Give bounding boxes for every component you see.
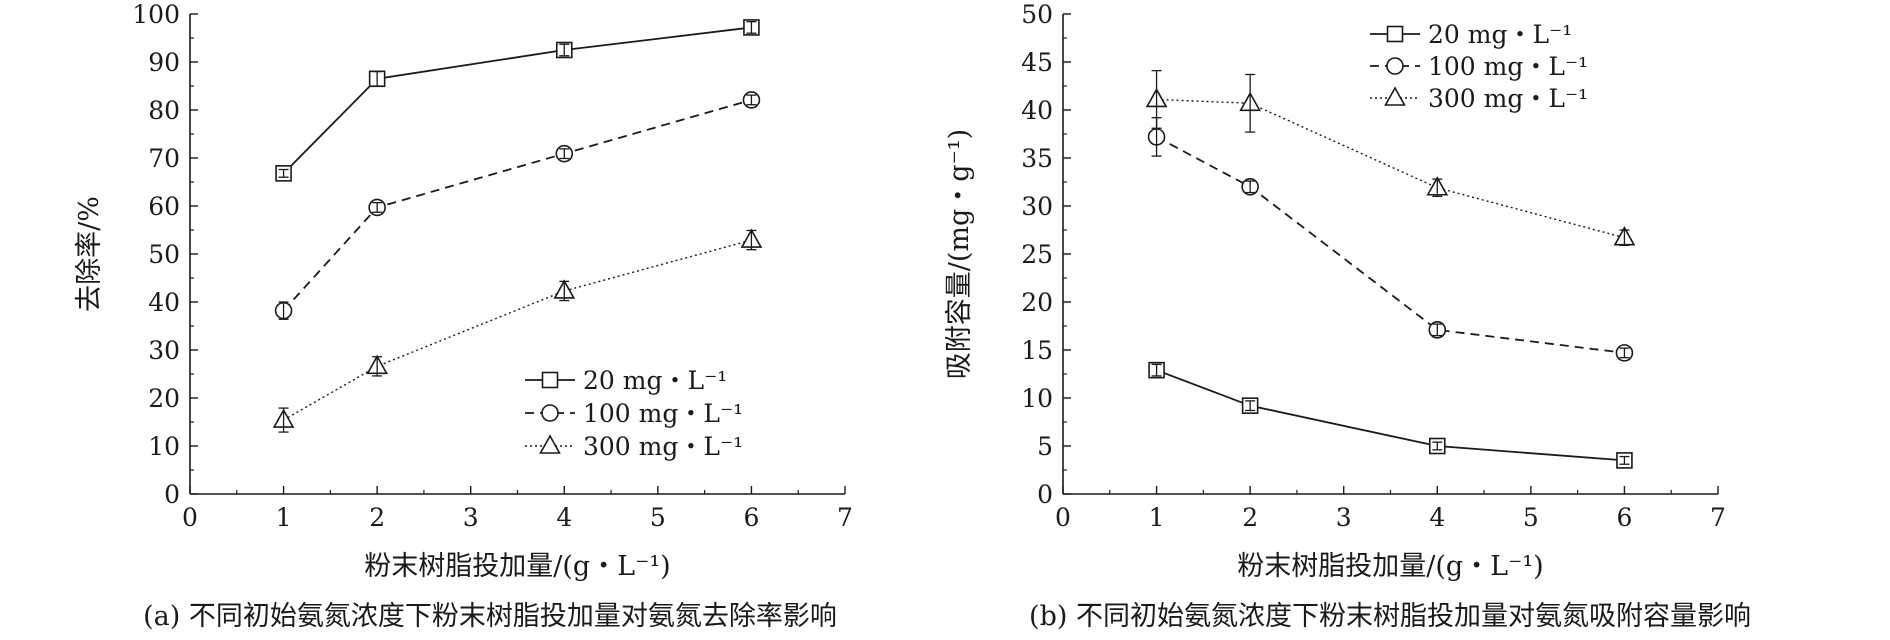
legend-marker bbox=[539, 434, 561, 454]
y-tick-label: 60 bbox=[148, 192, 180, 221]
x-axis-title: 粉末树脂投加量/(g・L⁻¹) bbox=[1237, 551, 1543, 582]
x-tick-label: 1 bbox=[276, 503, 292, 532]
y-tick-label: 80 bbox=[148, 96, 180, 125]
y-tick-label: 50 bbox=[148, 240, 180, 269]
series-line bbox=[1156, 98, 1625, 239]
series-line bbox=[1156, 369, 1625, 462]
series-line bbox=[283, 239, 752, 421]
series-circle bbox=[274, 91, 761, 320]
x-tick-label: 7 bbox=[1710, 503, 1726, 532]
series-circle bbox=[1147, 117, 1634, 362]
y-tick-label: 10 bbox=[1021, 384, 1053, 413]
y-tick-label: 25 bbox=[1021, 240, 1053, 269]
x-tick-label: 0 bbox=[182, 503, 198, 532]
x-tick-label: 4 bbox=[1429, 503, 1445, 532]
legend-marker bbox=[1384, 86, 1406, 106]
x-tick-label: 7 bbox=[837, 503, 853, 532]
x-tick-label: 2 bbox=[369, 503, 385, 532]
series-line bbox=[1156, 136, 1625, 354]
y-tick-label: 30 bbox=[148, 336, 180, 365]
chart-a: 0 1 2 3 4 5 6 70102030405060708090100粉末树脂投加量/(g… bbox=[74, 0, 853, 632]
y-axis-title: 吸附容量/(mg・g⁻¹) bbox=[944, 129, 975, 379]
y-tick-label: 0 bbox=[1037, 480, 1053, 509]
series-line bbox=[282, 99, 752, 312]
x-tick-label: 6 bbox=[1616, 503, 1632, 532]
legend-marker bbox=[1386, 57, 1404, 75]
legend: 20 mg・L⁻¹ 100 mg・L⁻¹ 300 mg・L⁻¹ bbox=[1370, 20, 1588, 113]
y-tick-label: 70 bbox=[148, 144, 180, 173]
legend: 20 mg・L⁻¹ 100 mg・L⁻¹ 300 mg・L⁻¹ bbox=[525, 366, 743, 461]
x-tick-label: 4 bbox=[556, 503, 572, 532]
legend-label: 20 mg・L⁻¹ bbox=[1428, 20, 1572, 49]
chart-caption: (b) 不同初始氨氮浓度下粉末树脂投加量对氨氮吸附容量影响 bbox=[1029, 601, 1751, 632]
y-tick-label: 90 bbox=[148, 48, 180, 77]
x-tick-label: 5 bbox=[650, 503, 666, 532]
legend-label: 20 mg・L⁻¹ bbox=[583, 366, 727, 395]
x-tick-label: 3 bbox=[463, 503, 479, 532]
x-tick-label: 5 bbox=[1523, 503, 1539, 532]
series-square bbox=[1148, 361, 1633, 469]
y-tick-label: 50 bbox=[1021, 0, 1053, 29]
y-tick-label: 20 bbox=[148, 384, 180, 413]
legend-marker bbox=[1386, 25, 1404, 43]
legend-label: 300 mg・L⁻¹ bbox=[583, 432, 743, 461]
y-tick-label: 5 bbox=[1037, 432, 1053, 461]
y-tick-label: 0 bbox=[164, 480, 180, 509]
x-tick-label: 6 bbox=[743, 503, 759, 532]
series-line bbox=[282, 26, 752, 174]
chart-caption: (a) 不同初始氨氮浓度下粉末树脂投加量对氨氮去除率影响 bbox=[143, 601, 837, 632]
chart-b: 0 1 2 3 4 5 6 705101520253035404550粉末树脂投加量/(g・L… bbox=[944, 0, 1751, 632]
x-tick-label: 0 bbox=[1055, 503, 1071, 532]
legend-marker bbox=[541, 404, 559, 422]
legend-label: 100 mg・L⁻¹ bbox=[583, 399, 743, 428]
y-tick-label: 45 bbox=[1021, 48, 1053, 77]
y-tick-label: 20 bbox=[1021, 288, 1053, 317]
y-axis-title: 去除率/% bbox=[74, 196, 105, 312]
series-triangle bbox=[272, 228, 763, 433]
x-tick-label: 2 bbox=[1242, 503, 1258, 532]
y-tick-label: 35 bbox=[1021, 144, 1053, 173]
y-tick-label: 30 bbox=[1021, 192, 1053, 221]
x-tick-label: 1 bbox=[1149, 503, 1165, 532]
y-tick-label: 40 bbox=[1021, 96, 1053, 125]
y-tick-label: 15 bbox=[1021, 336, 1053, 365]
legend-marker bbox=[541, 371, 559, 389]
y-tick-label: 10 bbox=[148, 432, 180, 461]
series-square bbox=[275, 19, 760, 182]
y-tick-label: 40 bbox=[148, 288, 180, 317]
y-tick-label: 100 bbox=[132, 0, 180, 29]
legend-label: 100 mg・L⁻¹ bbox=[1428, 52, 1588, 81]
legend-label: 300 mg・L⁻¹ bbox=[1428, 84, 1588, 113]
x-axis-title: 粉末树脂投加量/(g・L⁻¹) bbox=[364, 551, 670, 582]
x-tick-label: 3 bbox=[1336, 503, 1352, 532]
series-triangle bbox=[1145, 69, 1636, 247]
